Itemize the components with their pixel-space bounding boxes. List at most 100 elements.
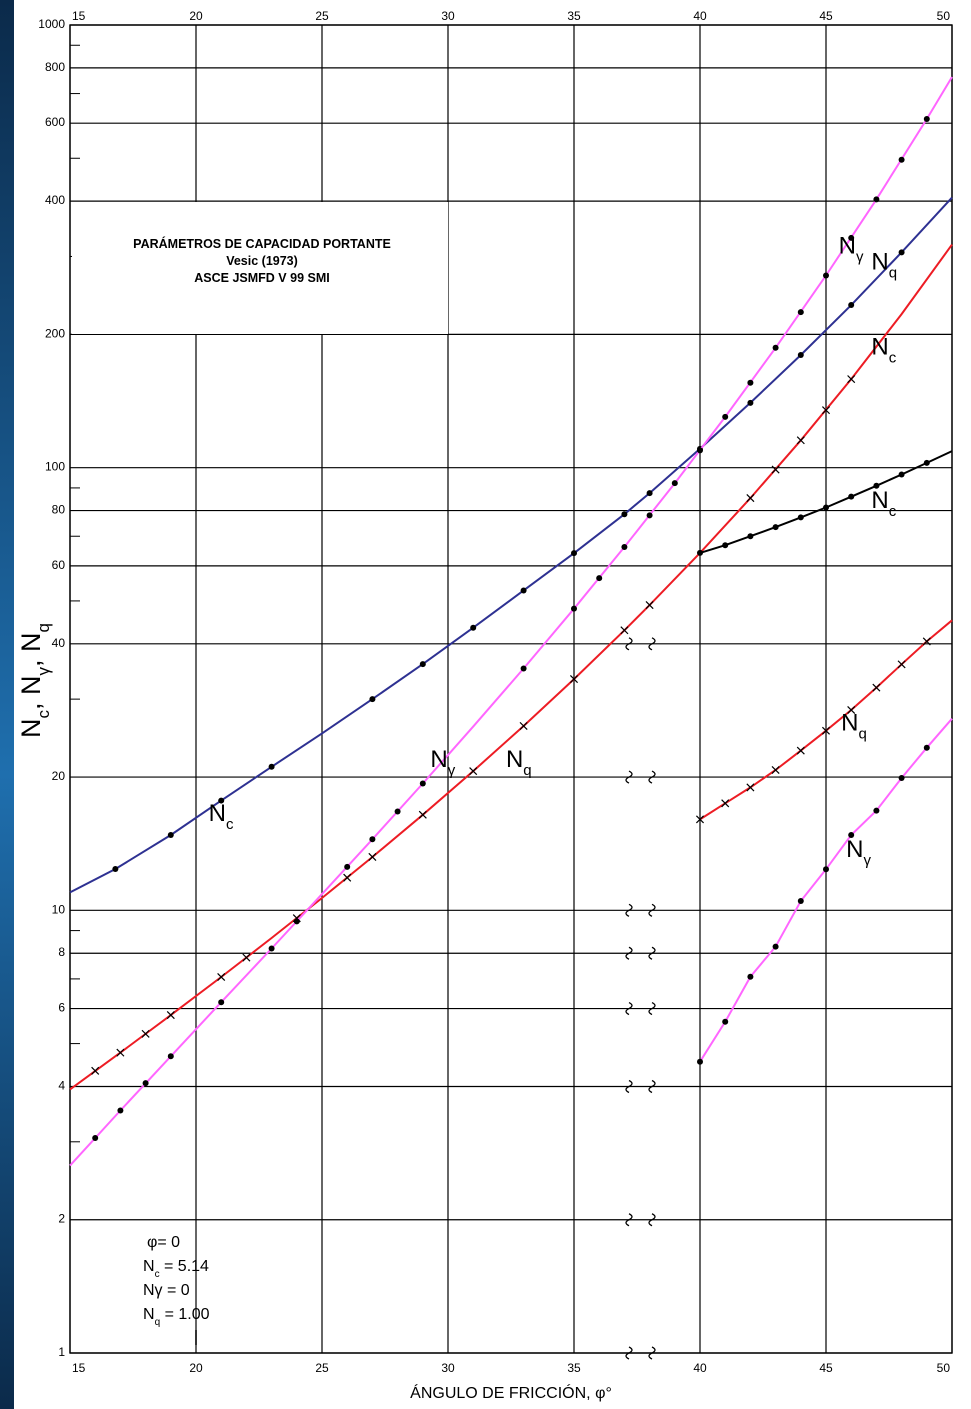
x-tick-label-top-35: 35 [567, 9, 581, 23]
marker-x-b [166, 1011, 175, 1020]
marker-x-b [821, 406, 831, 415]
curve-label-nq_scaled-7-part-1: q [858, 725, 866, 742]
break-mark-10-1 [648, 903, 656, 917]
note-ngamma: Nγ = 0 [143, 1282, 190, 1299]
curve-label-ngamma-3: Nγ [839, 232, 864, 265]
marker-ngamma-38 [646, 512, 653, 519]
x-tick-label-top-15: 15 [72, 9, 86, 23]
curve-label-nc-5-part-0: N [871, 334, 888, 361]
marker-ngamma_scaled-40 [697, 1058, 703, 1065]
data-series [69, 76, 953, 1360]
marker-ngamma-46 [848, 234, 855, 241]
marker-nq-17 [116, 1048, 125, 1057]
break-mark-10-0 [625, 903, 633, 917]
marker-nq-31 [469, 767, 478, 776]
marker-ngamma_scaled-47 [873, 807, 880, 814]
marker-nc_scaled-45 [823, 504, 829, 511]
plot-frame [69, 24, 953, 1354]
marker-nq_scaled-43 [771, 765, 780, 775]
curve-label-nq-2: Nq [506, 746, 532, 779]
x-tick-label-top-50: 50 [937, 9, 951, 23]
y-axis-label-text-part-0: N [16, 719, 46, 739]
curve-label-nq_scaled-7: Nq [841, 709, 867, 742]
break-mark-20-1 [648, 770, 656, 784]
y-tick-label-400: 400 [45, 193, 65, 207]
curve-label-nc-0-part-1: c [226, 816, 234, 833]
marker-nq-29 [418, 810, 427, 819]
curve-label-nc_scaled-6: Nc [871, 487, 896, 520]
note-nq: Nq = 1.00 [143, 1306, 210, 1328]
marker-x-b [368, 852, 377, 861]
marker-nc-44 [797, 351, 804, 358]
marker-ngamma-28 [394, 808, 401, 815]
marker-x-b [343, 873, 352, 882]
marker-nq-33 [519, 721, 528, 730]
chart-title-line-3: ASCE JSMFD V 99 SMI [194, 271, 329, 285]
marker-x-b [645, 601, 654, 610]
curve-label-nc-5-part-1: c [889, 350, 897, 367]
marker-ngamma-16 [92, 1134, 99, 1141]
curve-label-ngamma_scaled-8-part-1: γ [864, 852, 872, 869]
x-tick-label-bottom-30: 30 [441, 1361, 455, 1375]
x-tick-label-bottom-35: 35 [567, 1361, 581, 1375]
y-tick-label-40: 40 [52, 636, 66, 650]
marker-ngamma_scaled-44 [797, 897, 804, 904]
marker-x-b [922, 637, 931, 646]
marker-nq_scaled-44 [796, 746, 805, 755]
marker-x-b [620, 626, 629, 635]
marker-x-b [796, 746, 805, 755]
marker-ngamma-29 [419, 780, 426, 787]
marker-x-b [821, 726, 831, 735]
curve-label-nq-4: Nq [871, 249, 897, 282]
curve-label-ngamma-1: Nγ [430, 746, 455, 779]
chart-title-line-2: Vesic (1973) [226, 254, 298, 268]
y-axis-label-text-part-2: , N [16, 675, 46, 710]
marker-x-b [116, 1048, 125, 1057]
marker-ngamma-17 [117, 1107, 124, 1114]
marker-nq-21 [217, 972, 226, 982]
marker-ngamma-24 [293, 918, 300, 925]
marker-nq-26 [343, 873, 352, 882]
title-box [72, 202, 448, 334]
note-nc: Nc = 5.14 [143, 1258, 209, 1280]
break-mark-20-0 [625, 770, 633, 784]
marker-ngamma_scaled-49 [923, 744, 930, 751]
marker-x-b [418, 810, 427, 819]
marker-nq-19 [166, 1011, 175, 1020]
marker-ngamma-26 [344, 863, 351, 870]
marker-nq-27 [368, 852, 377, 861]
note-nc-part-2: = 5.14 [160, 1258, 209, 1275]
marker-nq-18 [141, 1029, 150, 1038]
y-axis-label-text-part-1: c [34, 710, 53, 719]
marker-ngamma-21 [218, 999, 225, 1006]
marker-x-b [771, 465, 780, 474]
break-mark-6-0 [625, 1001, 633, 1016]
marker-nq_scaled-42 [746, 783, 755, 792]
y-tick-label-1000: 1000 [38, 17, 65, 31]
marker-nc_scaled-49 [923, 459, 930, 466]
marker-nc-21 [218, 797, 225, 804]
break-mark-6-1 [648, 1001, 656, 1016]
marker-ngamma-43 [772, 344, 779, 351]
marker-x-b [242, 953, 251, 962]
y-axis-label-text: Nc, Nγ, Nq [16, 623, 53, 738]
curve-label-nq_scaled-7-part-0: N [841, 709, 858, 736]
axis-ticks: 15 15 20 20 25 25 30 30 35 35 40 40 45 45 50 50 1 2 4 6 8 10 2… [38, 9, 950, 1375]
y-tick-label-600: 600 [45, 115, 65, 129]
curve-label-nc-0-part-0: N [209, 800, 226, 827]
marker-x-b [569, 675, 579, 684]
marker-nc_scaled-46 [848, 493, 855, 500]
marker-nc-42 [747, 399, 754, 406]
marker-nq-46 [847, 375, 856, 384]
marker-nc-48 [898, 249, 905, 256]
x-tick-label-top-25: 25 [315, 9, 329, 23]
marker-nc_scaled-43 [772, 524, 779, 531]
x-tick-label-top-40: 40 [693, 9, 707, 23]
curve-label-nq-2-part-0: N [506, 746, 523, 773]
marker-nq_scaled-47 [872, 683, 881, 692]
marker-ngamma_scaled-42 [747, 973, 754, 980]
y-tick-label-4: 4 [58, 1078, 65, 1092]
marker-nc_scaled-40 [697, 549, 703, 556]
marker-x-b [872, 683, 881, 692]
